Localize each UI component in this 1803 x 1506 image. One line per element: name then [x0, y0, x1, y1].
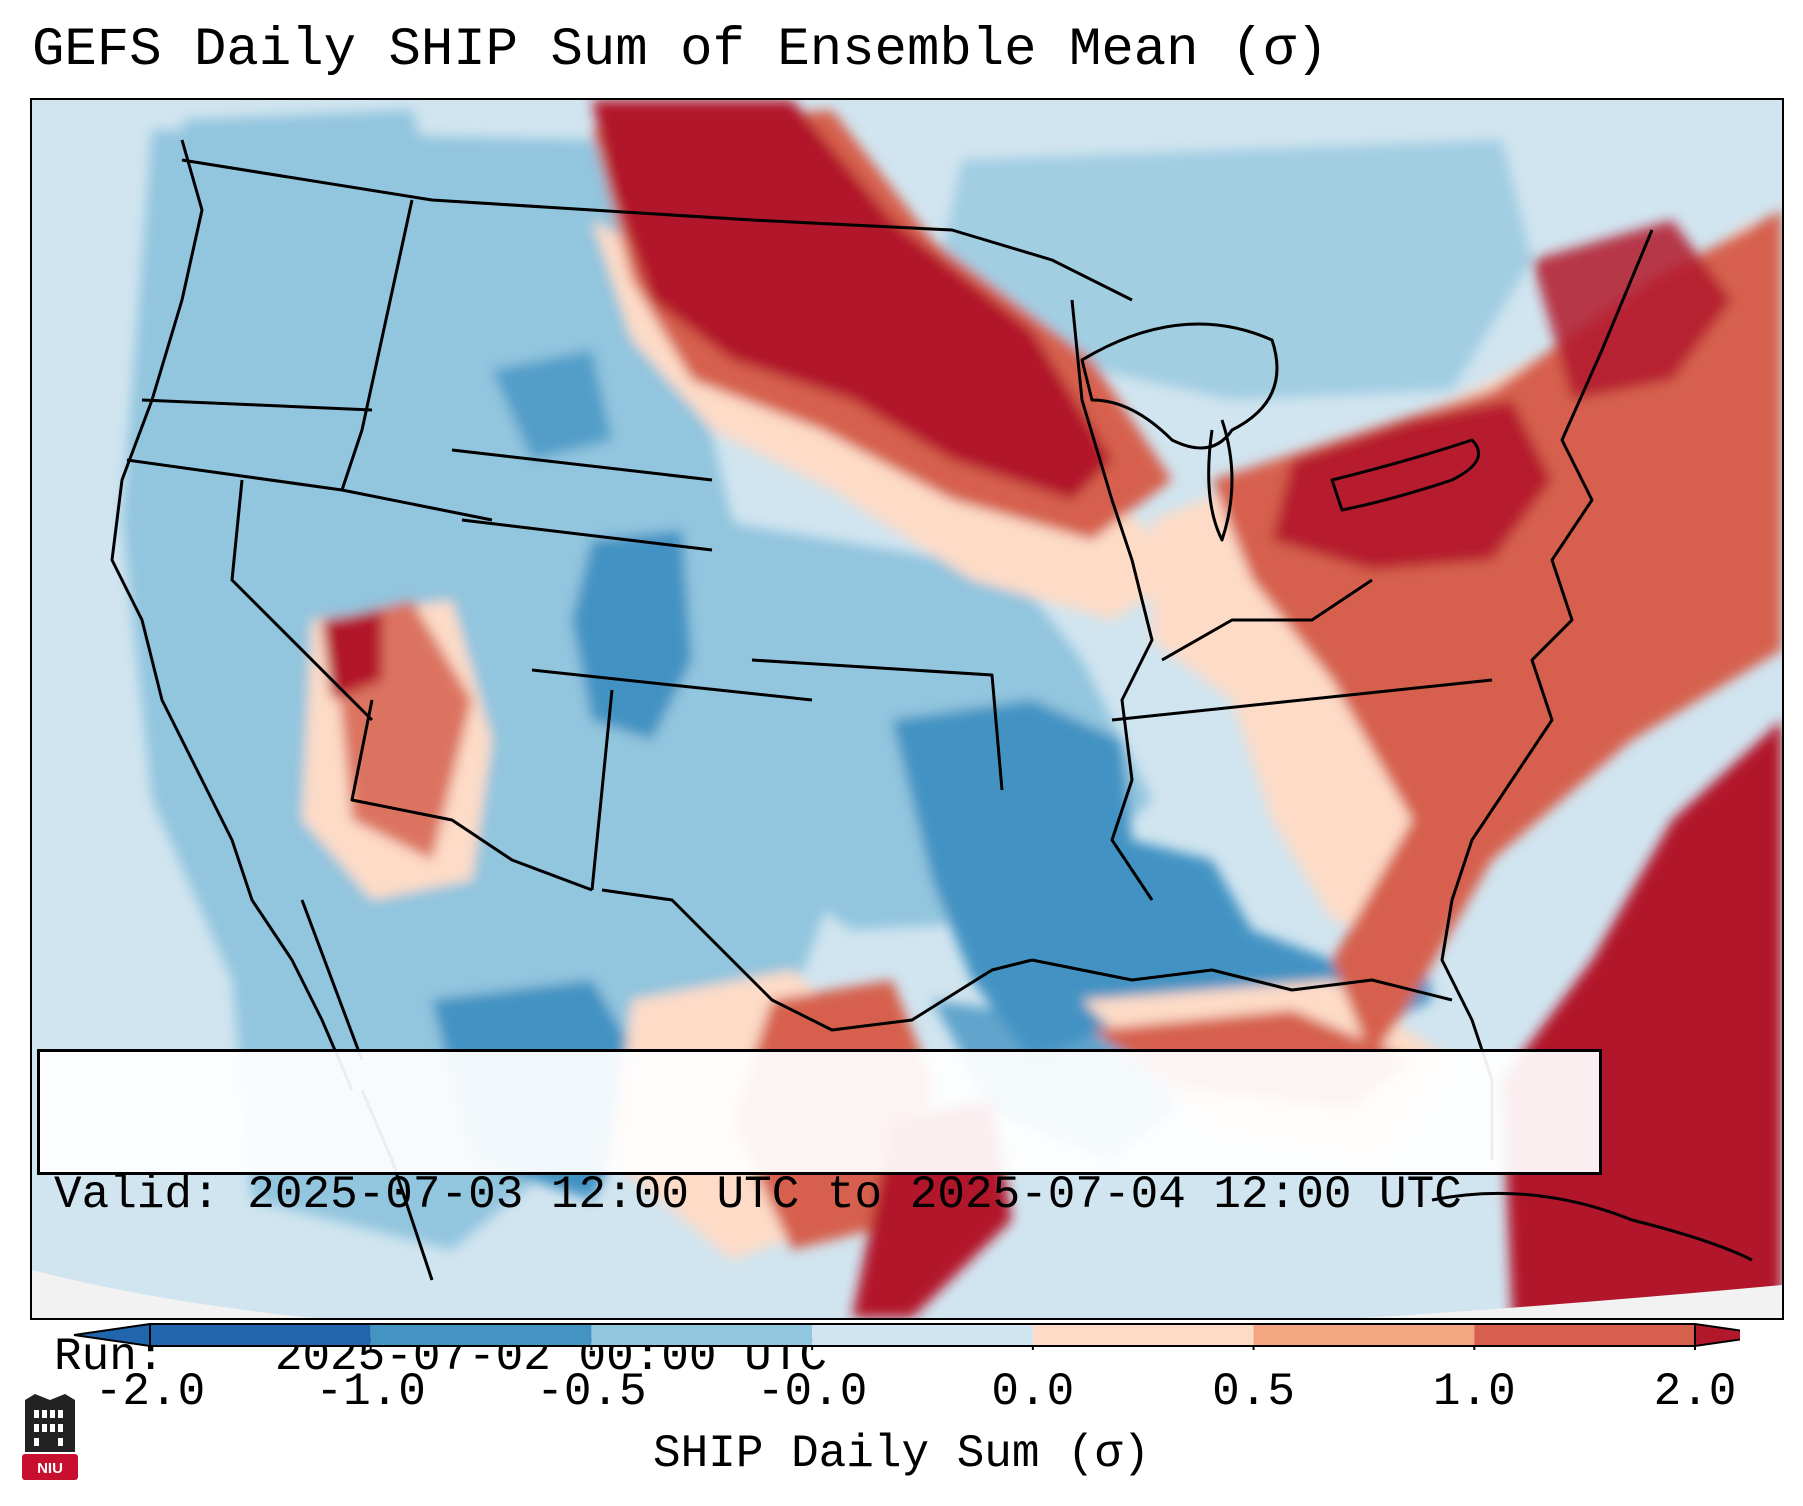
valid-line: Valid: 2025-07-03 12:00 UTC to 2025-07-0…	[54, 1168, 1599, 1222]
us-canada-border	[181, 158, 1133, 302]
nm-tx-border	[590, 689, 614, 891]
field-light-blue-northwest	[182, 110, 452, 300]
chart-title: GEFS Daily SHIP Sum of Ensemble Mean (σ)	[32, 20, 1329, 81]
logo-windows	[34, 1410, 63, 1446]
colorbar-tick-label: -2.0	[94, 1366, 206, 1418]
field-dark-red-nevada	[322, 610, 382, 700]
cuba	[1431, 1191, 1753, 1262]
mississippi-river	[1070, 299, 1154, 901]
az-ca-border	[350, 699, 593, 892]
logo-tower	[25, 1394, 75, 1452]
field-red-east	[1212, 210, 1782, 1060]
tx-ok-border	[751, 658, 1004, 791]
field-dark-red-new-england	[1532, 220, 1732, 400]
field-blue-wyoming	[492, 350, 612, 460]
ohio-river	[1161, 578, 1373, 662]
colorbar-segment	[812, 1324, 1033, 1346]
colorbar-segment	[150, 1324, 371, 1346]
valid-value: 2025-07-03 12:00 UTC to 2025-07-04 12:00…	[247, 1169, 1462, 1221]
ca-nv-border	[230, 479, 374, 722]
field-blue-south-central	[892, 700, 1432, 1060]
colorbar	[73, 1322, 1740, 1350]
field-blue-colorado	[572, 530, 692, 740]
colorbar-over-arrow	[1694, 1322, 1740, 1348]
boundary-lines	[110, 139, 1753, 1281]
colorbar-segment	[1474, 1324, 1695, 1346]
colorbar-tick-label: 2.0	[1653, 1366, 1737, 1418]
lake-michigan	[1207, 419, 1234, 542]
west-coast	[110, 139, 354, 1091]
field-dark-red-northeast	[1272, 400, 1552, 570]
colorbar-under-arrow	[73, 1322, 151, 1348]
east-coast	[1440, 229, 1654, 1160]
colorbar-label: SHIP Daily Sum (σ)	[653, 1428, 1150, 1480]
field-dark-red-dakotas	[592, 100, 1112, 500]
field-light-blue-north-canada	[932, 140, 1532, 400]
colorbar-segment	[1253, 1324, 1475, 1346]
texas-outline	[601, 888, 1033, 1032]
gulf-coast	[1031, 958, 1453, 1002]
great-lakes-outline	[1080, 322, 1279, 450]
projection-edge	[32, 1270, 1782, 1318]
colorbar-tick-label: 1.0	[1432, 1366, 1516, 1418]
logo-text: NIU	[37, 1460, 63, 1477]
valid-label: Valid:	[54, 1169, 220, 1221]
mt-wy-border	[451, 448, 713, 482]
id-mt-border	[340, 199, 414, 491]
logo-banner	[22, 1454, 78, 1480]
colorbar-tick-label: -0.0	[756, 1366, 868, 1418]
lake-erie-ontario	[1330, 438, 1481, 512]
colorbar-segment	[1032, 1324, 1254, 1346]
field-light-blue-west	[122, 130, 852, 1250]
wa-or-border	[141, 398, 373, 412]
co-nm-border	[531, 668, 813, 702]
anomaly-field	[122, 100, 1782, 1318]
colorbar-tick-label: 0.0	[991, 1366, 1075, 1418]
colorbar-tick-label: -0.5	[536, 1366, 647, 1418]
niu-logo: NIU	[22, 1394, 78, 1480]
colorbar-tick-label: 0.5	[1212, 1366, 1295, 1418]
colorbar-outline	[149, 1323, 1696, 1347]
colorbar-segment	[591, 1324, 813, 1346]
valid-run-info-box: Valid: 2025-07-03 12:00 UTC to 2025-07-0…	[37, 1049, 1602, 1383]
wy-co-border	[461, 518, 713, 552]
baja	[300, 899, 364, 1061]
colorbar-tick-label: -1.0	[315, 1366, 426, 1418]
tn-ky-border	[1111, 678, 1493, 722]
colorbar-segment	[370, 1324, 592, 1346]
